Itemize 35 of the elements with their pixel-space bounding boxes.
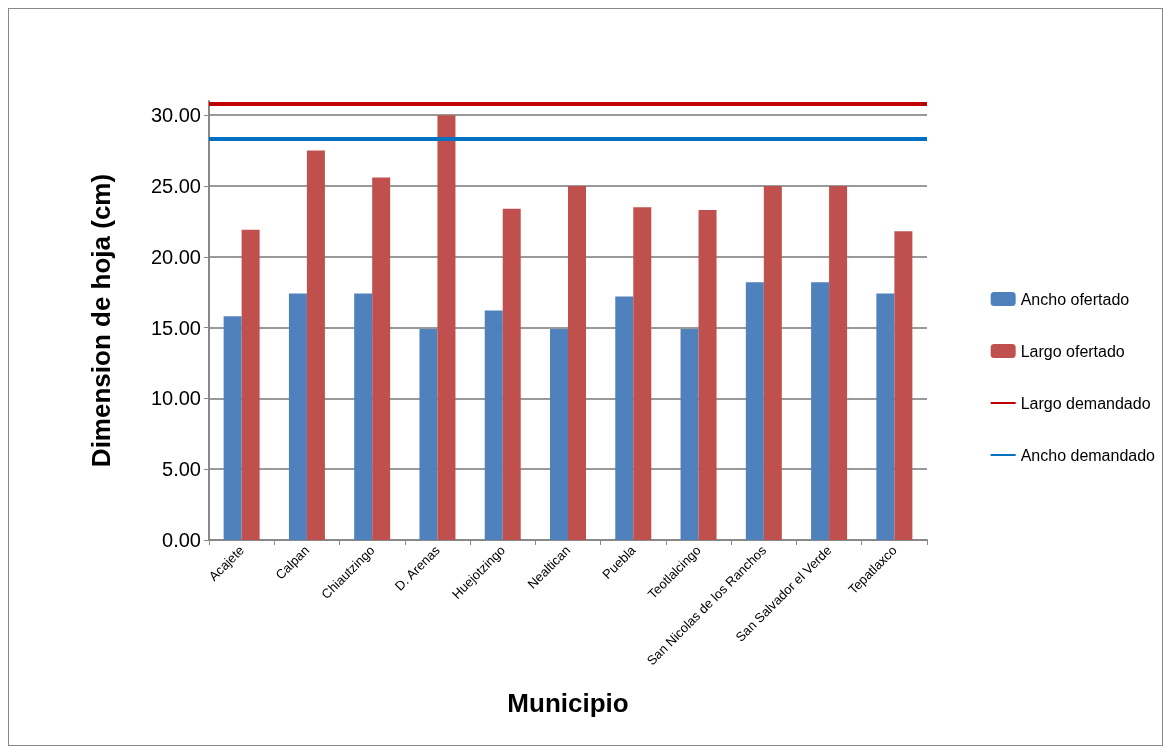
bar <box>633 207 652 540</box>
bar <box>484 310 503 540</box>
y-tick-label: 30.00 <box>150 104 201 127</box>
bar <box>745 282 764 540</box>
y-tick-label: 20.00 <box>150 245 201 268</box>
bar <box>223 316 242 540</box>
bar <box>550 329 568 540</box>
bar <box>354 293 373 540</box>
bar <box>372 177 391 540</box>
legend-label: Ancho ofertado <box>1020 290 1130 308</box>
bar <box>437 115 456 540</box>
bar <box>763 185 782 540</box>
y-axis-title: Dimension de hoja (cm) <box>86 173 116 468</box>
y-tick-label: 15.00 <box>150 316 201 339</box>
bar <box>876 293 895 540</box>
legend-label: Largo demandado <box>1020 394 1151 412</box>
y-tick-label: 25.00 <box>150 174 201 197</box>
legend-label: Largo ofertado <box>1020 342 1125 360</box>
bar <box>680 329 699 540</box>
y-tick-label: 0.00 <box>162 529 201 551</box>
y-tick-label: 10.00 <box>150 387 201 410</box>
bar <box>615 296 634 540</box>
bar <box>288 293 307 540</box>
y-tick-label: 5.00 <box>162 458 201 481</box>
legend-label: Ancho demandado <box>1020 446 1156 464</box>
bar <box>568 185 586 540</box>
bar <box>502 208 521 540</box>
bar <box>698 210 717 540</box>
bar <box>894 231 913 540</box>
bar <box>419 329 438 540</box>
x-axis-title: Municipio <box>507 688 629 718</box>
bar <box>811 282 830 540</box>
bar <box>829 185 848 540</box>
bar <box>241 229 260 540</box>
bar <box>306 150 325 540</box>
